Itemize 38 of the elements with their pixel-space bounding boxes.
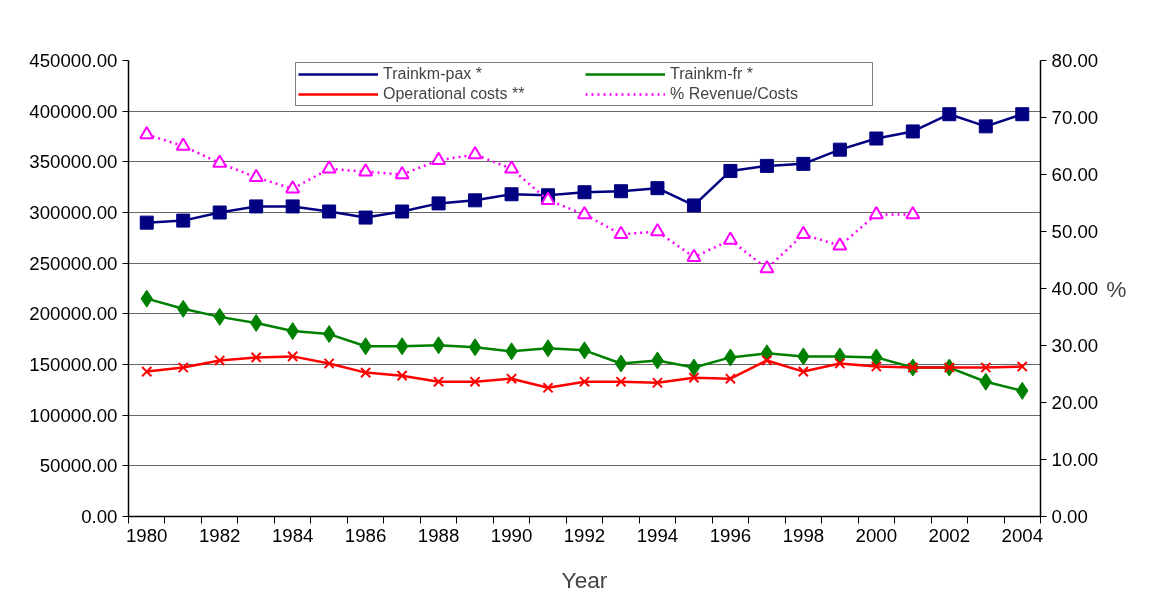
x-tick-label: 1986 [344,524,387,546]
x-tick-label: 1994 [636,524,679,546]
y2-tick-label: 50.00 [1051,221,1099,242]
y-tick-label: 350000.00 [29,151,118,173]
x-tick-label: 1988 [417,524,460,546]
legend-label: % Revenue/Costs [670,85,800,103]
x-tick-label: 1990 [490,524,533,546]
x-tick-label: 1996 [709,524,752,546]
y2-tick-label: 30.00 [1051,335,1099,356]
y-tick-label: 250000.00 [29,252,118,274]
y2-tick-label: 40.00 [1051,278,1099,299]
legend-label: Trainkm-fr * [670,65,754,83]
y-tick-label: 50000.00 [39,455,118,477]
y2-tick-label: 70.00 [1051,107,1099,128]
y2-axis-title: % [1106,275,1127,302]
y-tick-label: 0.00 [81,506,118,527]
y-tick-label: 400000.00 [29,100,118,122]
y2-tick-label: 60.00 [1051,164,1099,185]
y2-tick-label: 20.00 [1051,392,1099,413]
x-tick-label: 1980 [125,524,168,546]
x-tick-label: 1984 [271,524,314,546]
y-tick-label: 100000.00 [29,404,118,426]
y2-tick-label: 10.00 [1051,449,1099,470]
x-tick-label: 1992 [563,524,606,546]
y-tick-label: 450000.00 [29,50,118,71]
y2-tick-label: 80.00 [1051,50,1099,71]
x-tick-label: 2002 [928,524,971,546]
legend-label: Trainkm-pax * [383,65,483,83]
x-tick-label: 1998 [782,524,825,546]
x-tick-label: 2004 [1001,524,1044,546]
x-tick-label: 2000 [855,524,898,546]
x-tick-label: 1982 [198,524,241,546]
y-tick-label: 200000.00 [29,303,118,325]
y-tick-label: 150000.00 [29,354,118,375]
y-tick-label: 300000.00 [29,202,118,223]
y2-tick-label: 0.00 [1051,506,1088,527]
legend-label: Operational costs ** [383,85,526,103]
x-axis-title: Year [561,566,608,593]
